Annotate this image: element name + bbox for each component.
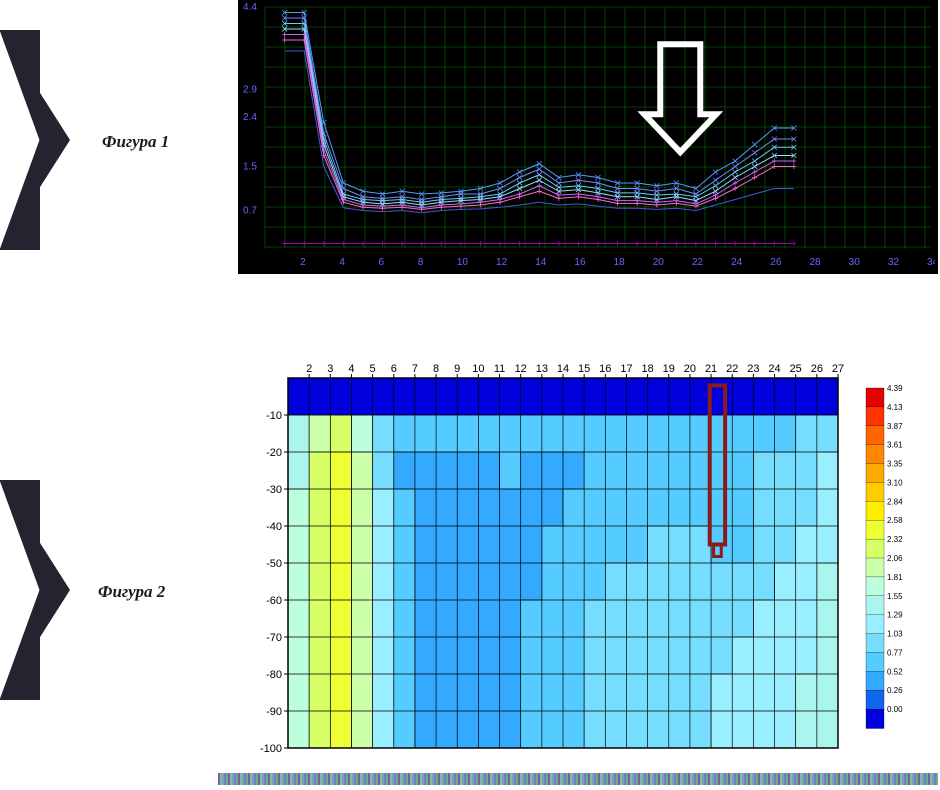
svg-text:20: 20: [653, 257, 665, 268]
svg-text:27: 27: [832, 363, 844, 375]
svg-text:24: 24: [731, 257, 743, 268]
svg-text:2.32: 2.32: [887, 535, 903, 544]
svg-text:20: 20: [684, 363, 696, 375]
chart1-arrow-annotation: [644, 44, 716, 152]
svg-text:16: 16: [599, 363, 611, 375]
svg-text:34: 34: [927, 257, 935, 268]
svg-text:2: 2: [306, 363, 312, 375]
svg-text:22: 22: [692, 257, 704, 268]
svg-text:1.29: 1.29: [887, 611, 903, 620]
svg-text:14: 14: [535, 257, 547, 268]
svg-text:-30: -30: [266, 484, 282, 496]
svg-text:-60: -60: [266, 595, 282, 607]
svg-text:26: 26: [770, 257, 782, 268]
svg-text:2.4: 2.4: [243, 112, 257, 123]
svg-text:3.35: 3.35: [887, 460, 903, 469]
svg-text:0.52: 0.52: [887, 667, 903, 676]
svg-text:17: 17: [620, 363, 632, 375]
svg-text:2.9: 2.9: [243, 85, 257, 96]
svg-text:10: 10: [457, 257, 469, 268]
chart2-svg: 2345678910111213141516171819202122232425…: [248, 360, 940, 760]
svg-text:23: 23: [747, 363, 759, 375]
svg-text:7: 7: [412, 363, 418, 375]
svg-text:-50: -50: [266, 558, 282, 570]
svg-text:3: 3: [327, 363, 333, 375]
svg-text:13: 13: [536, 363, 548, 375]
svg-text:9: 9: [454, 363, 460, 375]
figure1-label: Фигура 1: [102, 132, 169, 152]
svg-text:5: 5: [370, 363, 376, 375]
svg-text:16: 16: [574, 257, 586, 268]
svg-text:-20: -20: [266, 447, 282, 459]
svg-text:22: 22: [726, 363, 738, 375]
svg-text:3.87: 3.87: [887, 422, 903, 431]
svg-text:8: 8: [418, 257, 424, 268]
svg-text:4.39: 4.39: [887, 384, 903, 393]
svg-text:2.06: 2.06: [887, 554, 903, 563]
svg-text:1.55: 1.55: [887, 592, 903, 601]
svg-text:4.4: 4.4: [243, 3, 257, 13]
svg-text:0.7: 0.7: [243, 206, 257, 217]
svg-text:0.26: 0.26: [887, 686, 903, 695]
svg-text:12: 12: [515, 363, 527, 375]
svg-text:11: 11: [494, 363, 505, 375]
svg-text:2: 2: [300, 257, 306, 268]
svg-text:32: 32: [888, 257, 900, 268]
svg-text:2.58: 2.58: [887, 516, 903, 525]
svg-text:26: 26: [811, 363, 823, 375]
figure2-label: Фигура 2: [98, 582, 165, 602]
svg-text:3.10: 3.10: [887, 478, 903, 487]
svg-text:4: 4: [348, 363, 354, 375]
sidebar-chevron-1: [0, 30, 70, 250]
svg-text:3.61: 3.61: [887, 441, 903, 450]
svg-text:6: 6: [379, 257, 385, 268]
chart1-line-plot: 0.71.52.42.94.42468101214161820222426283…: [238, 0, 938, 274]
svg-text:25: 25: [790, 363, 802, 375]
svg-text:18: 18: [641, 363, 653, 375]
svg-text:-40: -40: [266, 521, 282, 533]
svg-text:2.84: 2.84: [887, 497, 903, 506]
svg-text:1.81: 1.81: [887, 573, 903, 582]
svg-text:30: 30: [849, 257, 861, 268]
svg-text:18: 18: [614, 257, 626, 268]
svg-text:6: 6: [391, 363, 397, 375]
svg-text:-70: -70: [266, 632, 282, 644]
svg-text:1.03: 1.03: [887, 630, 903, 639]
svg-text:8: 8: [433, 363, 439, 375]
svg-text:1.5: 1.5: [243, 162, 257, 173]
svg-text:4: 4: [339, 257, 345, 268]
footer-noise-strip: [218, 772, 938, 784]
svg-text:0.77: 0.77: [887, 648, 903, 657]
chart2-contour-heatmap: 2345678910111213141516171819202122232425…: [248, 360, 872, 760]
svg-text:-100: -100: [260, 743, 282, 755]
svg-text:21: 21: [705, 363, 717, 375]
svg-text:28: 28: [809, 257, 821, 268]
svg-text:0.00: 0.00: [887, 705, 903, 714]
svg-text:24: 24: [768, 363, 780, 375]
svg-text:19: 19: [663, 363, 675, 375]
svg-text:-90: -90: [266, 706, 282, 718]
svg-text:-10: -10: [266, 410, 282, 422]
svg-text:15: 15: [578, 363, 590, 375]
svg-text:-80: -80: [266, 669, 282, 681]
svg-text:14: 14: [557, 363, 569, 375]
sidebar-chevron-2: [0, 480, 70, 700]
svg-text:12: 12: [496, 257, 508, 268]
svg-text:10: 10: [472, 363, 484, 375]
svg-text:4.13: 4.13: [887, 403, 903, 412]
